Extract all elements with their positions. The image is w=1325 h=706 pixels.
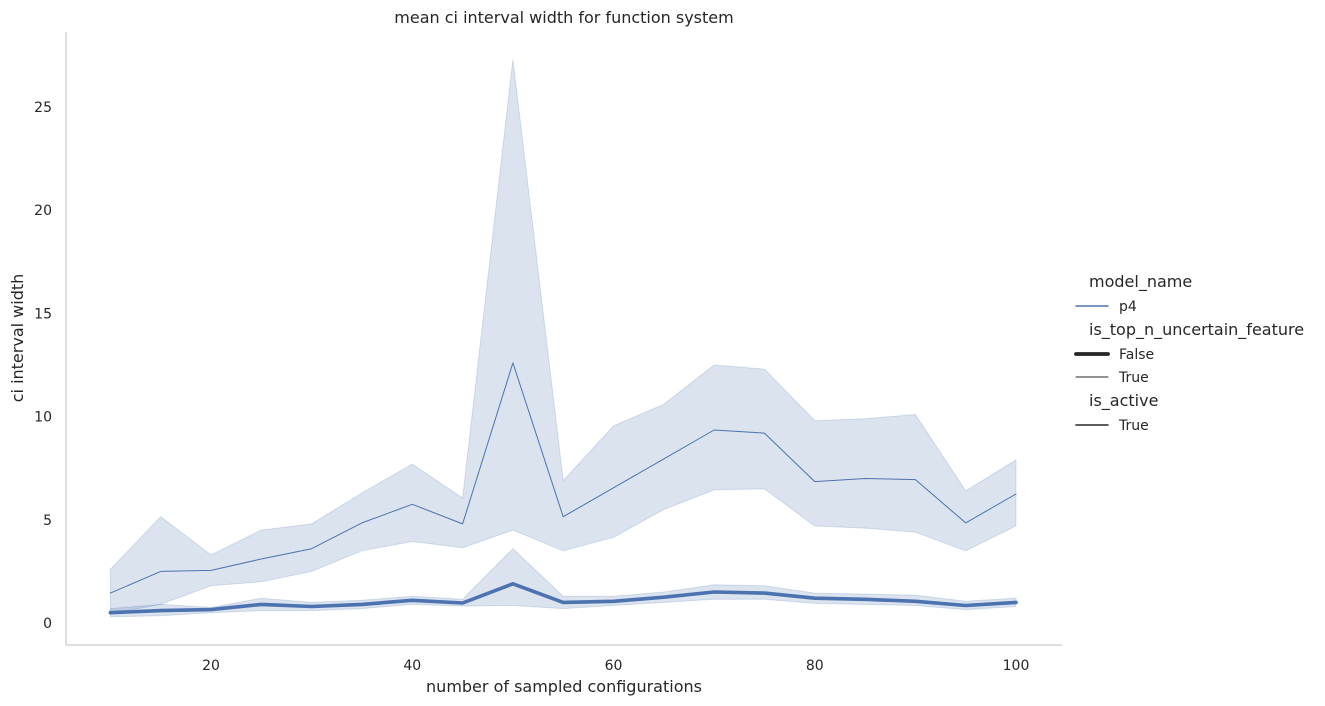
y-tick-label: 10	[34, 410, 52, 426]
x-tick-label: 20	[202, 658, 220, 674]
legend-group-title: model_name	[1089, 272, 1192, 292]
y-tick-labels: 0 5 10 15 20 25	[34, 100, 52, 632]
legend-entry-label: False	[1119, 347, 1154, 363]
y-axis-title: ci interval width	[8, 274, 27, 403]
series-line-false	[108, 581, 1018, 615]
x-axis-title: number of sampled configurations	[426, 677, 702, 696]
x-tick-label: 40	[403, 658, 421, 674]
ci-band-true	[109, 59, 1017, 615]
legend-entry-label: True	[1118, 370, 1149, 386]
legend: model_name p4 is_top_n_uncertain_feature Fa…	[1074, 272, 1304, 434]
y-tick-label: 15	[34, 306, 52, 322]
x-tick-labels: 20 40 60 80 100	[202, 658, 1029, 674]
y-tick-label: 5	[43, 513, 52, 529]
series-lines	[108, 362, 1018, 615]
y-tick-label: 20	[34, 203, 52, 219]
x-tick-label: 80	[806, 658, 824, 674]
y-tick-label: 25	[34, 100, 52, 116]
chart-title: mean ci interval width for function syst…	[394, 8, 733, 27]
y-tick-label: 0	[43, 616, 52, 632]
confidence-bands	[109, 59, 1017, 618]
series-line-true	[109, 362, 1017, 594]
ci-band-false	[109, 548, 1017, 618]
legend-group-title: is_active	[1089, 391, 1158, 411]
legend-group-title: is_top_n_uncertain_feature	[1089, 320, 1304, 340]
legend-entry-label: p4	[1119, 299, 1137, 315]
x-tick-label: 60	[605, 658, 623, 674]
legend-entry-label: True	[1118, 418, 1149, 434]
x-tick-label: 100	[1003, 658, 1030, 674]
